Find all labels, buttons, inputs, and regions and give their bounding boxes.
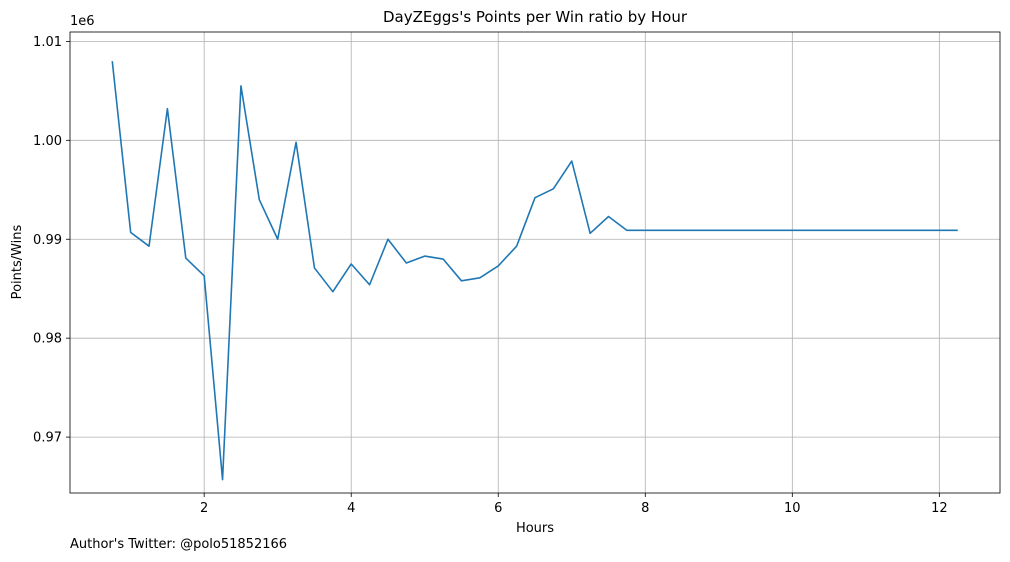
y-offset-label: 1e6: [70, 14, 95, 29]
x-tick-label: 6: [494, 501, 502, 516]
series-line: [111, 61, 958, 481]
y-tick-label: 0.97: [33, 431, 62, 446]
x-tick-label: 10: [784, 501, 801, 516]
grid: [70, 32, 1000, 493]
x-tick-label: 12: [931, 501, 948, 516]
author-credit: Author's Twitter: @polo51852166: [70, 537, 288, 552]
y-axis-label: Points/Wins: [10, 224, 25, 299]
y-tick-label: 0.98: [33, 332, 62, 347]
x-tick-label: 4: [347, 501, 355, 516]
plot-frame: [69, 31, 1001, 494]
x-tick-label: 8: [641, 501, 649, 516]
ticks: 2 4 6 8 10 12 0.97 0.98 0.99 1.00 1.01: [33, 35, 948, 516]
axes: [69, 31, 1001, 494]
y-tick-label: 1.01: [33, 35, 62, 50]
series-layer: [111, 61, 958, 481]
x-tick-label: 2: [200, 501, 208, 516]
y-tick-label: 0.99: [33, 233, 62, 248]
x-axis-label: Hours: [516, 521, 554, 536]
y-tick-label: 1.00: [33, 134, 62, 149]
chart-title: DayZEggs's Points per Win ratio by Hour: [383, 8, 688, 26]
